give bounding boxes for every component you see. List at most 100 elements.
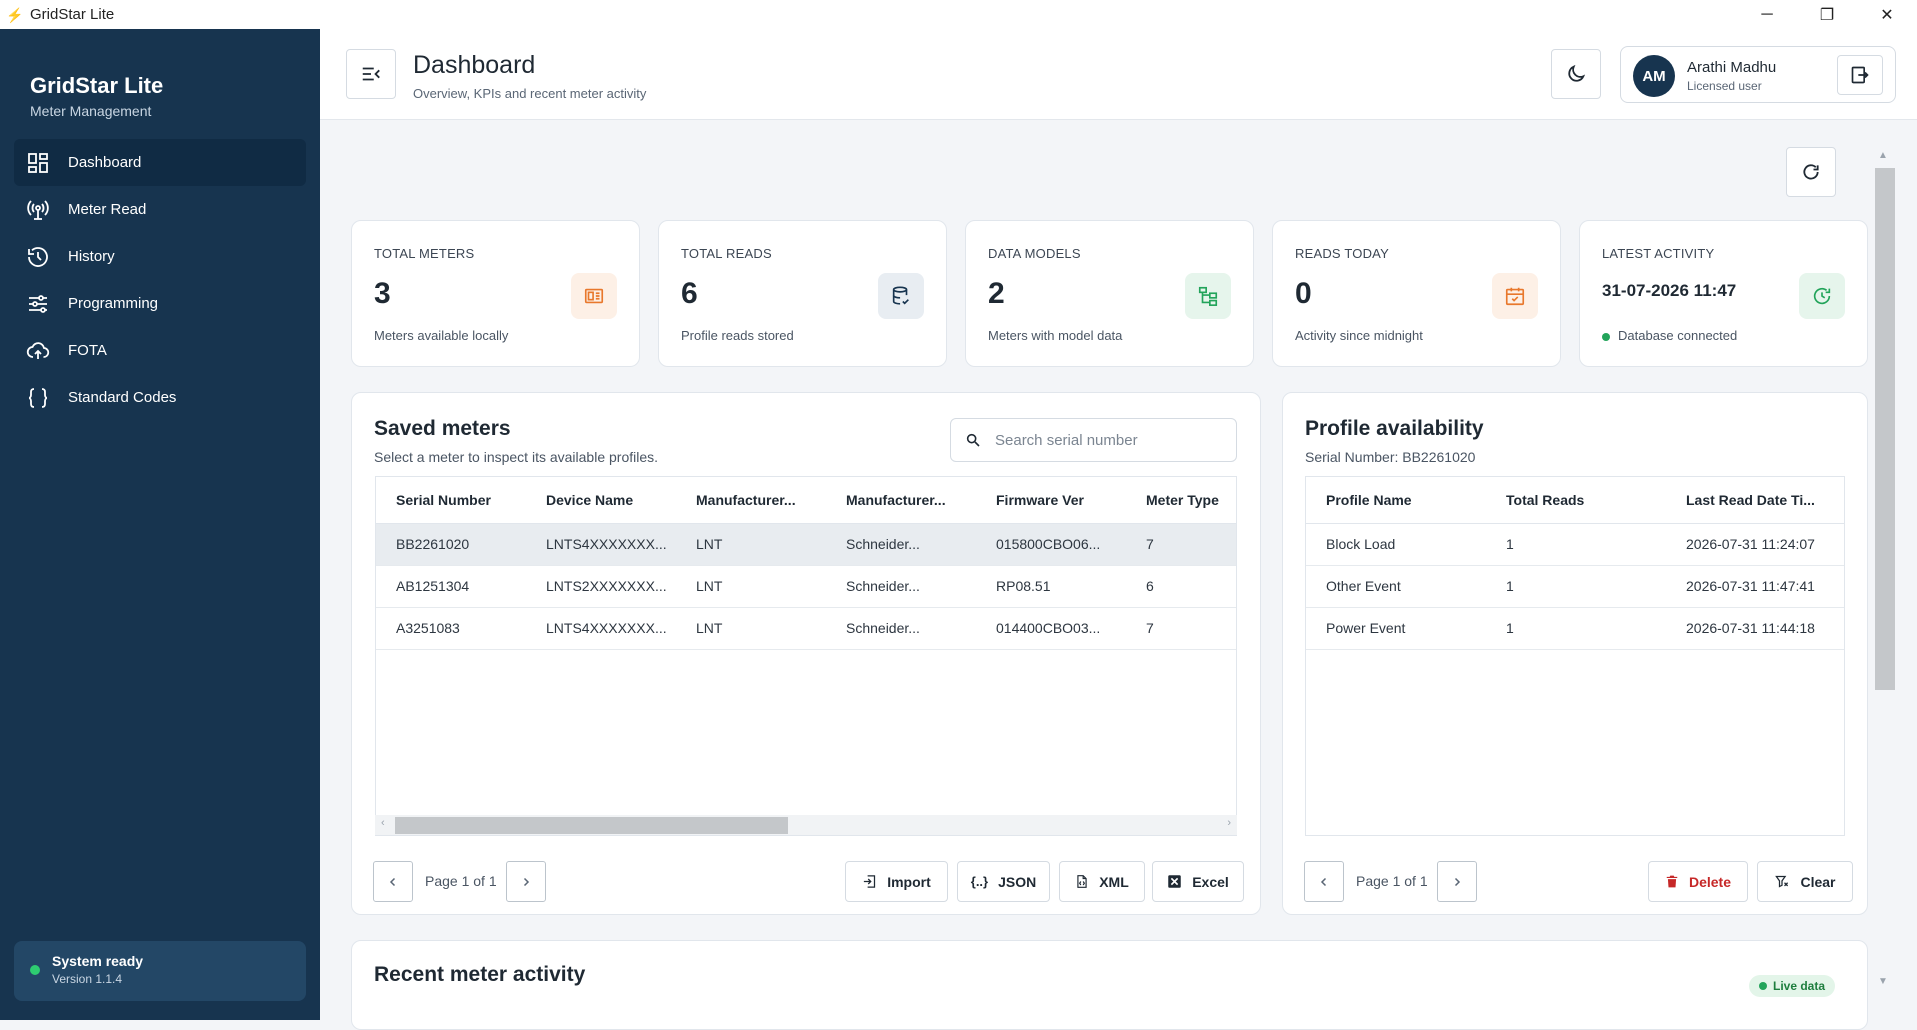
delete-button[interactable]: Delete — [1648, 861, 1748, 902]
next-page-button[interactable] — [506, 861, 546, 902]
table-cell: 2026-07-31 11:44:18 — [1666, 607, 1844, 650]
column-header[interactable]: Manufacturer... — [826, 477, 976, 524]
column-header[interactable]: Firmware Ver — [976, 477, 1126, 524]
table-cell: 7 — [1126, 607, 1236, 650]
sidebar-item-standard-codes[interactable]: Standard Codes — [14, 374, 306, 421]
horizontal-scrollbar[interactable]: ‹ › — [375, 815, 1237, 835]
column-header[interactable]: Manufacturer... — [676, 477, 826, 524]
search-icon — [966, 433, 980, 447]
kpi-card-data-models: DATA MODELS 2 Meters with model data — [965, 220, 1254, 367]
minimize-icon[interactable]: ─ — [1761, 5, 1773, 23]
cloud-upload-icon — [26, 341, 50, 359]
kpi-description-text: Database connected — [1618, 328, 1738, 343]
kpi-value: 0 — [1295, 277, 1312, 310]
refresh-icon — [1803, 164, 1819, 180]
kpi-description: Database connected — [1602, 328, 1737, 343]
kpi-label: TOTAL METERS — [374, 246, 475, 261]
column-header[interactable]: Total Reads — [1486, 477, 1666, 524]
table-cell: A3251083 — [376, 607, 526, 650]
table-row[interactable]: AB1251304 LNTS2XXXXXXX... LNT Schneider.… — [376, 565, 1236, 608]
logout-button[interactable] — [1837, 55, 1883, 95]
braces-icon: {..} — [970, 874, 989, 889]
profile-availability-subtitle: Serial Number: BB2261020 — [1305, 449, 1476, 465]
json-export-button[interactable]: {..} JSON — [957, 861, 1050, 902]
excel-export-button[interactable]: Excel — [1152, 861, 1244, 902]
theme-toggle-button[interactable] — [1551, 49, 1601, 99]
window-controls: ─ ❐ ✕ — [1737, 0, 1917, 29]
scroll-right-icon[interactable]: › — [1227, 817, 1231, 829]
profile-next-page-button[interactable] — [1437, 861, 1477, 902]
table-cell: Schneider... — [826, 523, 976, 566]
brand-subtitle: Meter Management — [30, 103, 152, 119]
collapse-sidebar-button[interactable] — [346, 49, 396, 99]
sidebar-item-meter-read[interactable]: Meter Read — [14, 186, 306, 233]
search-input-wrapper — [950, 418, 1237, 462]
table-cell: BB2261020 — [376, 523, 526, 566]
calendar-icon — [1492, 273, 1538, 319]
import-button[interactable]: Import — [845, 861, 948, 902]
user-card: AM Arathi Madhu Licensed user — [1620, 46, 1896, 103]
search-input[interactable] — [995, 431, 1215, 449]
user-name: Arathi Madhu — [1687, 59, 1777, 76]
chevron-right-icon — [1454, 877, 1461, 886]
kpi-description: Profile reads stored — [681, 328, 794, 343]
saved-meters-subtitle: Select a meter to inspect its available … — [374, 449, 659, 465]
database-icon — [878, 273, 924, 319]
column-header[interactable]: Serial Number — [376, 477, 526, 524]
column-header[interactable]: Meter Type — [1126, 477, 1236, 524]
xml-label: XML — [1099, 873, 1129, 890]
table-row[interactable]: A3251083 LNTS4XXXXXXX... LNT Schneider..… — [376, 607, 1236, 650]
table-cell: LNT — [676, 565, 826, 608]
scrollbar-thumb[interactable] — [395, 817, 788, 834]
sidebar-item-label: Dashboard — [68, 154, 142, 171]
profile-page-indicator: Page 1 of 1 — [1356, 873, 1428, 889]
scrollbar-thumb[interactable] — [1875, 168, 1895, 690]
page-subtitle: Overview, KPIs and recent meter activity — [413, 86, 647, 101]
scroll-left-icon[interactable]: ‹ — [381, 817, 385, 829]
table-cell: 014400CBO03... — [976, 607, 1126, 650]
vertical-scrollbar[interactable]: ▲ ▼ — [1875, 150, 1895, 992]
sidebar-item-history[interactable]: History — [14, 233, 306, 280]
sidebar-item-programming[interactable]: Programming — [14, 280, 306, 327]
clear-button[interactable]: Clear — [1757, 861, 1853, 902]
kpi-label: DATA MODELS — [988, 246, 1081, 261]
xml-export-button[interactable]: XML — [1059, 861, 1145, 902]
scroll-up-icon[interactable]: ▲ — [1878, 150, 1888, 161]
close-icon[interactable]: ✕ — [1880, 6, 1894, 24]
table-row[interactable]: Other Event 1 2026-07-31 11:47:41 — [1306, 565, 1844, 608]
prev-page-button[interactable] — [373, 861, 413, 902]
clear-filter-icon — [1775, 875, 1789, 888]
connected-dot-icon — [1602, 332, 1610, 341]
table-cell: Other Event — [1306, 565, 1486, 608]
column-header[interactable]: Profile Name — [1306, 477, 1486, 524]
meter-read-icon — [27, 199, 49, 220]
kpi-description: Meters with model data — [988, 328, 1123, 343]
refresh-button[interactable] — [1786, 147, 1836, 197]
kpi-label: TOTAL READS — [681, 246, 772, 261]
table-cell: Schneider... — [826, 565, 976, 608]
table-row[interactable]: Power Event 1 2026-07-31 11:44:18 — [1306, 607, 1844, 650]
sidebar-item-label: FOTA — [68, 342, 107, 359]
scroll-down-icon[interactable]: ▼ — [1878, 976, 1888, 987]
import-label: Import — [887, 873, 931, 890]
sidebar-item-fota[interactable]: FOTA — [14, 327, 306, 374]
table-row[interactable]: Block Load 1 2026-07-31 11:24:07 — [1306, 523, 1844, 566]
column-header[interactable]: Device Name — [526, 477, 676, 524]
avatar: AM — [1633, 55, 1675, 97]
sidebar-item-label: Meter Read — [68, 201, 147, 218]
maximize-icon[interactable]: ❐ — [1819, 6, 1835, 24]
column-header[interactable]: Last Read Date Ti... — [1666, 477, 1844, 524]
logout-icon — [1851, 66, 1869, 84]
profile-prev-page-button[interactable] — [1304, 861, 1344, 902]
window-titlebar: ⚡ GridStar Lite ─ ❐ ✕ — [0, 0, 1917, 29]
sidebar-nav: Dashboard Meter Read History Programming… — [14, 139, 306, 421]
json-label: JSON — [998, 873, 1037, 890]
menu-collapse-icon — [362, 67, 380, 81]
table-row[interactable]: BB2261020 LNTS4XXXXXXX... LNT Schneider.… — [376, 523, 1236, 566]
table-cell: AB1251304 — [376, 565, 526, 608]
kpi-card-total-reads: TOTAL READS 6 Profile reads stored — [658, 220, 947, 367]
window-title: GridStar Lite — [30, 6, 115, 23]
page-indicator: Page 1 of 1 — [425, 873, 497, 889]
sidebar-item-dashboard[interactable]: Dashboard — [14, 139, 306, 186]
dashboard-icon — [28, 152, 48, 173]
